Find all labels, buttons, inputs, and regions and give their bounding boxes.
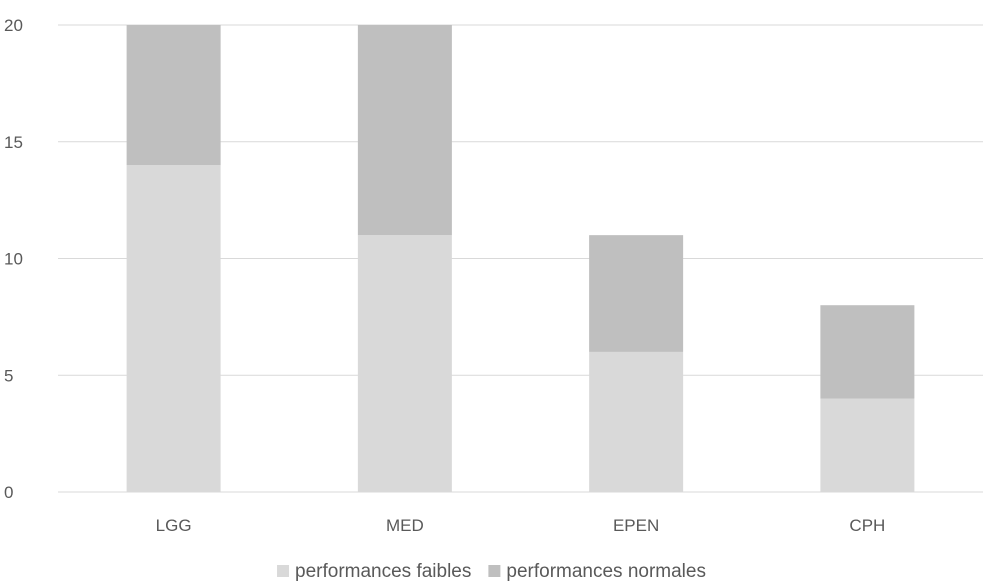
legend-swatch	[488, 565, 500, 577]
y-tick-label: 15	[4, 133, 23, 152]
x-tick-label: MED	[386, 516, 424, 535]
x-tick-label: LGG	[156, 516, 192, 535]
y-tick-label: 10	[4, 250, 23, 269]
x-axis-ticks: LGG MED EPEN CPH	[156, 516, 886, 535]
legend-item: performances normales	[488, 561, 706, 582]
bar-lgg-series-1	[127, 25, 221, 165]
x-tick-label: CPH	[849, 516, 885, 535]
bar-epen-series-0	[589, 352, 683, 492]
bar-med-series-0	[358, 235, 452, 492]
legend-label: performances faibles	[295, 561, 471, 582]
y-axis-ticks: 0 5 10 15 20	[4, 16, 23, 502]
legend-label: performances normales	[506, 561, 706, 582]
bar-cph-series-0	[820, 399, 914, 492]
bar-epen-series-1	[589, 235, 683, 352]
bar-cph-series-1	[820, 305, 914, 398]
y-tick-label: 20	[4, 16, 23, 35]
bar-med-series-1	[358, 25, 452, 235]
x-tick-label: EPEN	[613, 516, 659, 535]
legend-item: performances faibles	[277, 561, 471, 582]
bar-lgg-series-0	[127, 165, 221, 492]
legend-swatch	[277, 565, 289, 577]
y-tick-label: 5	[4, 366, 13, 385]
y-tick-label: 0	[4, 483, 13, 502]
legend: performances faibles performances normale…	[277, 561, 706, 582]
